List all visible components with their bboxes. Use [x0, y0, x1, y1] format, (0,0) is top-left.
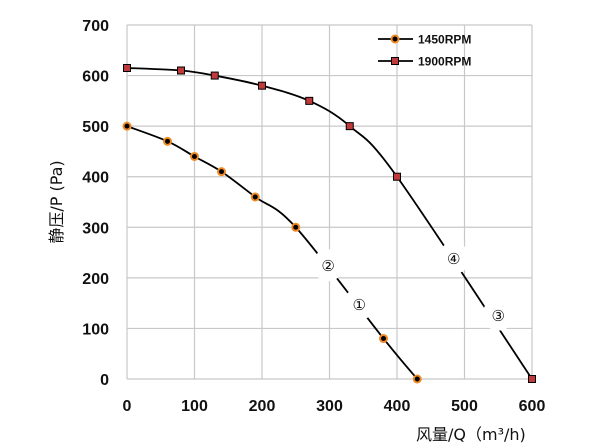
annotation-label: ④: [447, 251, 460, 268]
data-point-1450RPM: [291, 222, 301, 232]
y-axis-label: 静压/P (Pa): [47, 160, 66, 243]
legend: 1450RPM 1900RPM: [378, 33, 471, 69]
annotation-label: ①: [352, 297, 365, 314]
data-point-1900RPM: [210, 71, 219, 80]
data-point-1450RPM: [122, 121, 132, 131]
y-tick-label: 0: [100, 372, 109, 389]
annotation-label: ③: [492, 308, 505, 325]
data-point-1450RPM: [163, 136, 172, 146]
data-point-1450RPM: [412, 374, 422, 384]
data-point-1450RPM: [250, 192, 260, 202]
data-point-1900RPM: [123, 63, 131, 72]
annotation-backdrop: [482, 298, 515, 331]
series-line-1450RPM: [126, 125, 418, 380]
legend-label: 1450RPM: [418, 33, 471, 47]
data-point-1900RPM: [258, 81, 266, 90]
legend-label: 1900RPM: [418, 55, 471, 69]
data-point-1900RPM: [393, 172, 401, 181]
grid: [126, 24, 533, 380]
data-point-1450RPM: [217, 167, 226, 177]
y-axis-ticks: 0 100 200 300 400 500 600 700: [82, 18, 109, 389]
series-group: [122, 63, 536, 384]
x-tick-label: 300: [316, 398, 343, 415]
x-axis-label: 风量/Q（m³/h): [416, 425, 526, 444]
x-axis-ticks: 0 100 200 300 400 500 600: [123, 398, 546, 415]
y-tick-label: 300: [82, 220, 109, 237]
y-tick-label: 200: [82, 271, 109, 288]
x-tick-label: 100: [181, 398, 208, 415]
y-tick-label: 100: [82, 321, 109, 338]
x-tick-label: 400: [384, 398, 411, 415]
legend-marker: [391, 57, 399, 65]
annotation-backdrop: [312, 249, 345, 282]
data-point-1900RPM: [305, 96, 314, 105]
data-point-1900RPM: [177, 66, 185, 75]
data-point-1450RPM: [379, 334, 388, 344]
y-tick-label: 500: [82, 119, 109, 136]
annotation-backdrop: [343, 288, 376, 321]
x-tick-label: 500: [451, 398, 478, 415]
x-tick-label: 200: [249, 398, 276, 415]
annotation-label: ②: [321, 258, 334, 275]
data-point-1900RPM: [345, 122, 354, 131]
data-point-1450RPM: [190, 151, 199, 161]
annotation-backdrop: [437, 242, 470, 275]
y-tick-label: 700: [82, 18, 109, 35]
x-tick-label: 600: [519, 398, 546, 415]
annotations: ② ① ④ ③: [312, 242, 515, 331]
y-tick-label: 600: [82, 69, 109, 86]
data-point-1900RPM: [528, 375, 536, 383]
y-tick-label: 400: [82, 170, 109, 187]
legend-marker: [390, 34, 400, 44]
x-tick-label: 0: [123, 398, 132, 415]
